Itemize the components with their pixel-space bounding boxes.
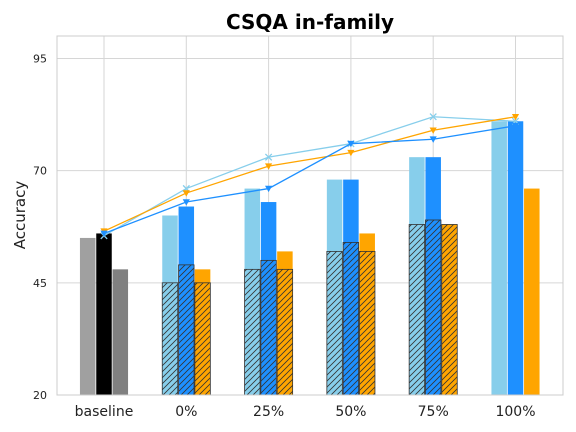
y-tick-label: 45 [33,277,47,290]
hatched-bar-pattern [244,269,261,395]
chart-title: CSQA in-family [226,10,394,34]
hatched-bar-pattern [194,282,211,395]
series-line [103,116,516,232]
x-tick-label: 75% [418,404,449,420]
line-marker [182,190,190,197]
y-tick-label: 95 [33,52,47,65]
hatched-bar-pattern [343,242,359,395]
hatched-bar-pattern [441,224,458,395]
line-marker [100,230,108,238]
line-marker [429,136,437,143]
line-marker [264,153,273,161]
line-marker [182,199,190,206]
x-tick-label: 50% [335,404,366,420]
line-marker [511,113,520,121]
lines [100,113,520,240]
x-tick-label: 0% [175,404,197,420]
line-marker [429,127,437,134]
hatched-bar-pattern [162,282,178,395]
line-marker [511,122,520,130]
baseline-bar [79,237,96,395]
x-tick-label: baseline [75,404,134,420]
hatched-bar-pattern [260,260,277,395]
series-line [103,116,516,237]
line-marker [347,140,355,148]
plot-frame [56,35,564,396]
grid [57,36,563,396]
bar [507,121,524,395]
y-tick-label: 20 [33,389,47,402]
y-tick-label: 70 [33,165,47,178]
bar [491,121,507,395]
x-tick-label: 25% [253,404,284,420]
x-tick-label: 100% [495,404,535,420]
hatched-bar-pattern [359,251,375,395]
tick-labels: 20 45 70 95 baseline 0% 25% 50% 75% 100% [33,52,536,420]
line-marker [265,185,273,193]
line-marker [265,163,273,170]
hatched-bar-pattern [425,219,441,395]
line-marker [429,113,437,121]
bars [79,121,540,396]
baseline-bar [112,269,129,395]
baseline-bar [96,233,112,395]
line-marker [347,149,355,157]
hatched-bar-pattern [178,264,195,395]
series-line [103,125,516,235]
hatched-bar-pattern [409,224,425,395]
hatched-bar-pattern [277,269,293,395]
hatched-bar-pattern [326,251,343,395]
y-axis-label: Accuracy [11,181,29,250]
bar [524,188,540,395]
